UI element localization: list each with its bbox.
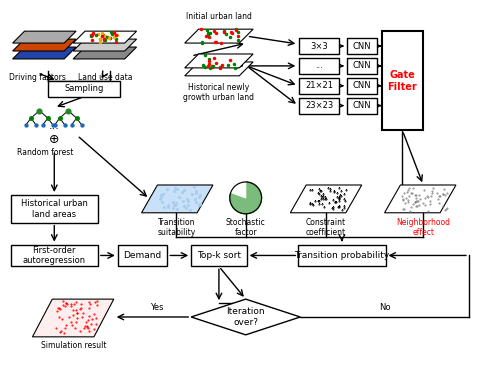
Text: Gate
Filter: Gate Filter xyxy=(388,70,418,92)
FancyBboxPatch shape xyxy=(382,31,423,130)
FancyBboxPatch shape xyxy=(347,58,376,74)
FancyBboxPatch shape xyxy=(300,78,339,94)
Text: CNN: CNN xyxy=(352,81,371,90)
Polygon shape xyxy=(12,47,76,59)
Text: CNN: CNN xyxy=(352,61,371,70)
FancyBboxPatch shape xyxy=(347,38,376,54)
Polygon shape xyxy=(12,39,76,51)
FancyBboxPatch shape xyxy=(118,245,168,266)
Text: 21×21: 21×21 xyxy=(305,81,333,90)
Text: Constraint
coefficient: Constraint coefficient xyxy=(306,218,346,237)
Polygon shape xyxy=(73,47,136,59)
Text: Top-k sort: Top-k sort xyxy=(197,251,241,260)
FancyBboxPatch shape xyxy=(48,81,120,97)
Text: First-order
autoregression: First-order autoregression xyxy=(22,246,86,265)
Text: CNN: CNN xyxy=(352,101,371,110)
Text: 3×3: 3×3 xyxy=(310,42,328,50)
Text: Demand: Demand xyxy=(124,251,162,260)
FancyBboxPatch shape xyxy=(300,98,339,114)
Polygon shape xyxy=(191,299,300,335)
FancyBboxPatch shape xyxy=(10,245,98,266)
Text: No: No xyxy=(379,303,390,312)
Text: Transition
suitability: Transition suitability xyxy=(157,218,196,237)
Text: Historical urban
land areas: Historical urban land areas xyxy=(21,199,87,219)
FancyBboxPatch shape xyxy=(300,38,339,54)
Text: Initial urban land: Initial urban land xyxy=(186,12,252,21)
Text: Historical newly
growth urban land: Historical newly growth urban land xyxy=(184,83,254,102)
Text: Simulation result: Simulation result xyxy=(42,341,107,350)
FancyBboxPatch shape xyxy=(191,245,246,266)
Text: Driving factors: Driving factors xyxy=(9,73,66,82)
Text: ...: ... xyxy=(315,61,323,70)
Polygon shape xyxy=(231,182,246,198)
FancyBboxPatch shape xyxy=(298,245,386,266)
Polygon shape xyxy=(73,39,136,51)
FancyBboxPatch shape xyxy=(347,78,376,94)
Text: Yes: Yes xyxy=(150,303,163,312)
Text: Stochastic
factor: Stochastic factor xyxy=(226,218,266,237)
Polygon shape xyxy=(184,62,253,76)
Text: ...: ... xyxy=(49,121,59,131)
Polygon shape xyxy=(142,185,213,213)
Polygon shape xyxy=(184,54,253,68)
FancyBboxPatch shape xyxy=(10,195,98,223)
Text: Random forest: Random forest xyxy=(16,148,73,157)
Polygon shape xyxy=(12,31,76,43)
Text: ⊕: ⊕ xyxy=(49,133,59,146)
Polygon shape xyxy=(184,29,253,43)
Polygon shape xyxy=(384,185,456,213)
Text: Land use data: Land use data xyxy=(78,73,132,82)
Text: Iteration
over?: Iteration over? xyxy=(226,307,265,327)
Polygon shape xyxy=(32,299,114,337)
FancyBboxPatch shape xyxy=(347,98,376,114)
Text: Transition probability: Transition probability xyxy=(294,251,390,260)
Polygon shape xyxy=(73,31,136,43)
FancyBboxPatch shape xyxy=(300,58,339,74)
Text: 23×23: 23×23 xyxy=(305,101,333,110)
Text: CNN: CNN xyxy=(352,42,371,50)
Polygon shape xyxy=(230,182,262,214)
Circle shape xyxy=(230,182,262,214)
Text: Sampling: Sampling xyxy=(64,84,104,93)
Polygon shape xyxy=(290,185,362,213)
Text: Neighborhood
effect: Neighborhood effect xyxy=(396,218,450,237)
